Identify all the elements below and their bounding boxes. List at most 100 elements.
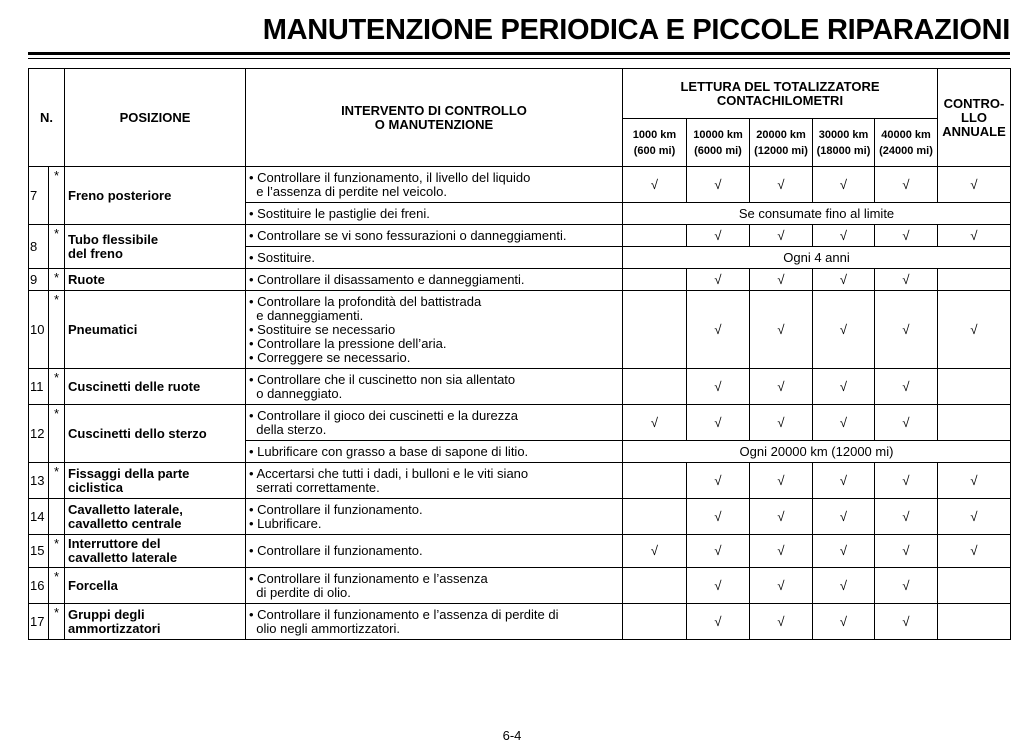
item-number: 17 — [28, 603, 49, 640]
interval-km: 30000 km — [818, 128, 869, 141]
item-number: 13 — [28, 462, 49, 499]
item-action: • Controllare il gioco dei cuscinetti e … — [245, 404, 623, 441]
interval-header: 1000 km (600 mi) — [622, 118, 687, 167]
check-cell: √ — [874, 224, 938, 247]
table-row: 16 * Forcella • Controllare il funzionament… — [28, 567, 1011, 604]
item-action: • Sostituire. — [245, 246, 623, 269]
check-cell: √ — [874, 290, 938, 369]
item-position: Cuscinetti dello sterzo — [64, 404, 246, 463]
table-row: 12 * Cuscinetti dello sterzo • Controllare … — [28, 404, 1011, 463]
item-action: • Controllare se vi sono fessurazioni o … — [245, 224, 623, 247]
item-action: • Controllare il funzionamento e l’assen… — [245, 603, 623, 640]
item-position: Tubo flessibile del freno — [64, 224, 246, 269]
check-cell: √ — [874, 268, 938, 291]
table-row: • Lubrificare con grasso a base di sapon… — [29, 440, 1011, 463]
check-cell: √ — [874, 534, 938, 568]
item-position: Freno posteriore — [64, 166, 246, 225]
interval-km: 40000 km — [881, 128, 931, 141]
check-cell: √ — [749, 268, 813, 291]
table-row: 13 * Fissaggi della parte ciclistica • Acce… — [28, 462, 1011, 499]
check-cell: √ — [686, 368, 750, 405]
check-cell — [622, 268, 687, 291]
check-cell — [937, 368, 1011, 405]
item-star: * — [48, 224, 65, 269]
check-cell: √ — [749, 567, 813, 604]
check-cell: √ — [937, 290, 1011, 369]
check-cell: √ — [812, 290, 875, 369]
item-number: 16 — [28, 567, 49, 604]
check-cell: √ — [749, 462, 813, 499]
interval-km: 20000 km — [756, 128, 806, 141]
item-star: * — [48, 268, 65, 291]
check-cell: √ — [686, 290, 750, 369]
check-cell: √ — [622, 166, 687, 203]
check-cell: √ — [812, 166, 875, 203]
check-cell: √ — [686, 603, 750, 640]
check-cell: √ — [937, 224, 1011, 247]
item-action: • Lubrificare con grasso a base di sapon… — [245, 440, 623, 463]
interval-mi: (12000 mi) — [754, 144, 808, 157]
item-interval-text: Se consumate fino al limite — [622, 202, 1011, 225]
interval-mi: (600 mi) — [633, 144, 676, 157]
check-cell: √ — [749, 368, 813, 405]
table-row: 7 * Freno posteriore • Controllare il funzi… — [28, 166, 1011, 225]
check-cell: √ — [686, 268, 750, 291]
item-position: Cuscinetti delle ruote — [64, 368, 246, 405]
table-row: 15 * Interruttore del cavalletto laterale •… — [28, 534, 1011, 568]
item-action: • Controllare il funzionamento, il livel… — [245, 166, 623, 203]
check-cell: √ — [686, 567, 750, 604]
item-star: * — [48, 534, 65, 568]
check-cell — [937, 567, 1011, 604]
check-cell: √ — [686, 224, 750, 247]
header-odometer: LETTURA DEL TOTALIZZATORE CONTACHILOMETR… — [622, 68, 938, 119]
check-cell: √ — [686, 462, 750, 499]
interval-header: 20000 km (12000 mi) — [749, 118, 813, 167]
table-row: 17 * Gruppi degli ammortizzatori • Controll… — [28, 603, 1011, 640]
check-cell: √ — [812, 567, 875, 604]
check-cell: √ — [686, 166, 750, 203]
page-title: MANUTENZIONE PERIODICA E PICCOLE RIPARAZ… — [262, 14, 1011, 46]
item-interval-text: Ogni 20000 km (12000 mi) — [622, 440, 1011, 463]
check-cell: √ — [874, 498, 938, 535]
interval-mi: (24000 mi) — [879, 144, 933, 157]
check-cell: √ — [749, 603, 813, 640]
item-star: * — [48, 290, 65, 369]
check-cell — [622, 462, 687, 499]
check-cell: √ — [937, 166, 1011, 203]
maintenance-table: N. POSIZIONE INTERVENTO DI CONTROLLO O M… — [28, 68, 1011, 640]
interval-header: 40000 km (24000 mi) — [874, 118, 938, 167]
check-cell — [937, 404, 1011, 441]
item-number: 8 — [28, 224, 49, 269]
check-cell: √ — [749, 166, 813, 203]
interval-km: 1000 km — [632, 128, 677, 141]
check-cell: √ — [874, 603, 938, 640]
item-number: 9 — [28, 268, 49, 291]
check-cell: √ — [749, 404, 813, 441]
check-cell: √ — [874, 368, 938, 405]
check-cell — [622, 290, 687, 369]
check-cell: √ — [749, 498, 813, 535]
item-number: 14 — [28, 498, 49, 535]
check-cell — [937, 603, 1011, 640]
check-cell: √ — [749, 290, 813, 369]
item-position: Fissaggi della parte ciclistica — [64, 462, 246, 499]
item-action: • Sostituire le pastiglie dei freni. — [245, 202, 623, 225]
check-cell: √ — [812, 268, 875, 291]
check-cell: √ — [812, 404, 875, 441]
check-cell: √ — [622, 534, 687, 568]
item-position: Interruttore del cavalletto laterale — [64, 534, 246, 568]
check-cell: √ — [812, 462, 875, 499]
item-number: 11 — [28, 368, 49, 405]
check-cell — [622, 567, 687, 604]
item-number: 12 — [28, 404, 49, 463]
check-cell: √ — [686, 404, 750, 441]
item-action: • Controllare la profondità del battistr… — [245, 290, 623, 369]
check-cell: √ — [812, 603, 875, 640]
header-annual: CONTRO- LLO ANNUALE — [937, 68, 1011, 167]
table-row: 10 * Pneumatici • Controllare la profondità… — [28, 290, 1011, 369]
check-cell — [937, 268, 1011, 291]
item-star: * — [48, 404, 65, 463]
interval-mi: (6000 mi) — [694, 144, 742, 157]
item-action: • Controllare il funzionamento. — [245, 534, 623, 568]
item-position: Forcella — [64, 567, 246, 604]
